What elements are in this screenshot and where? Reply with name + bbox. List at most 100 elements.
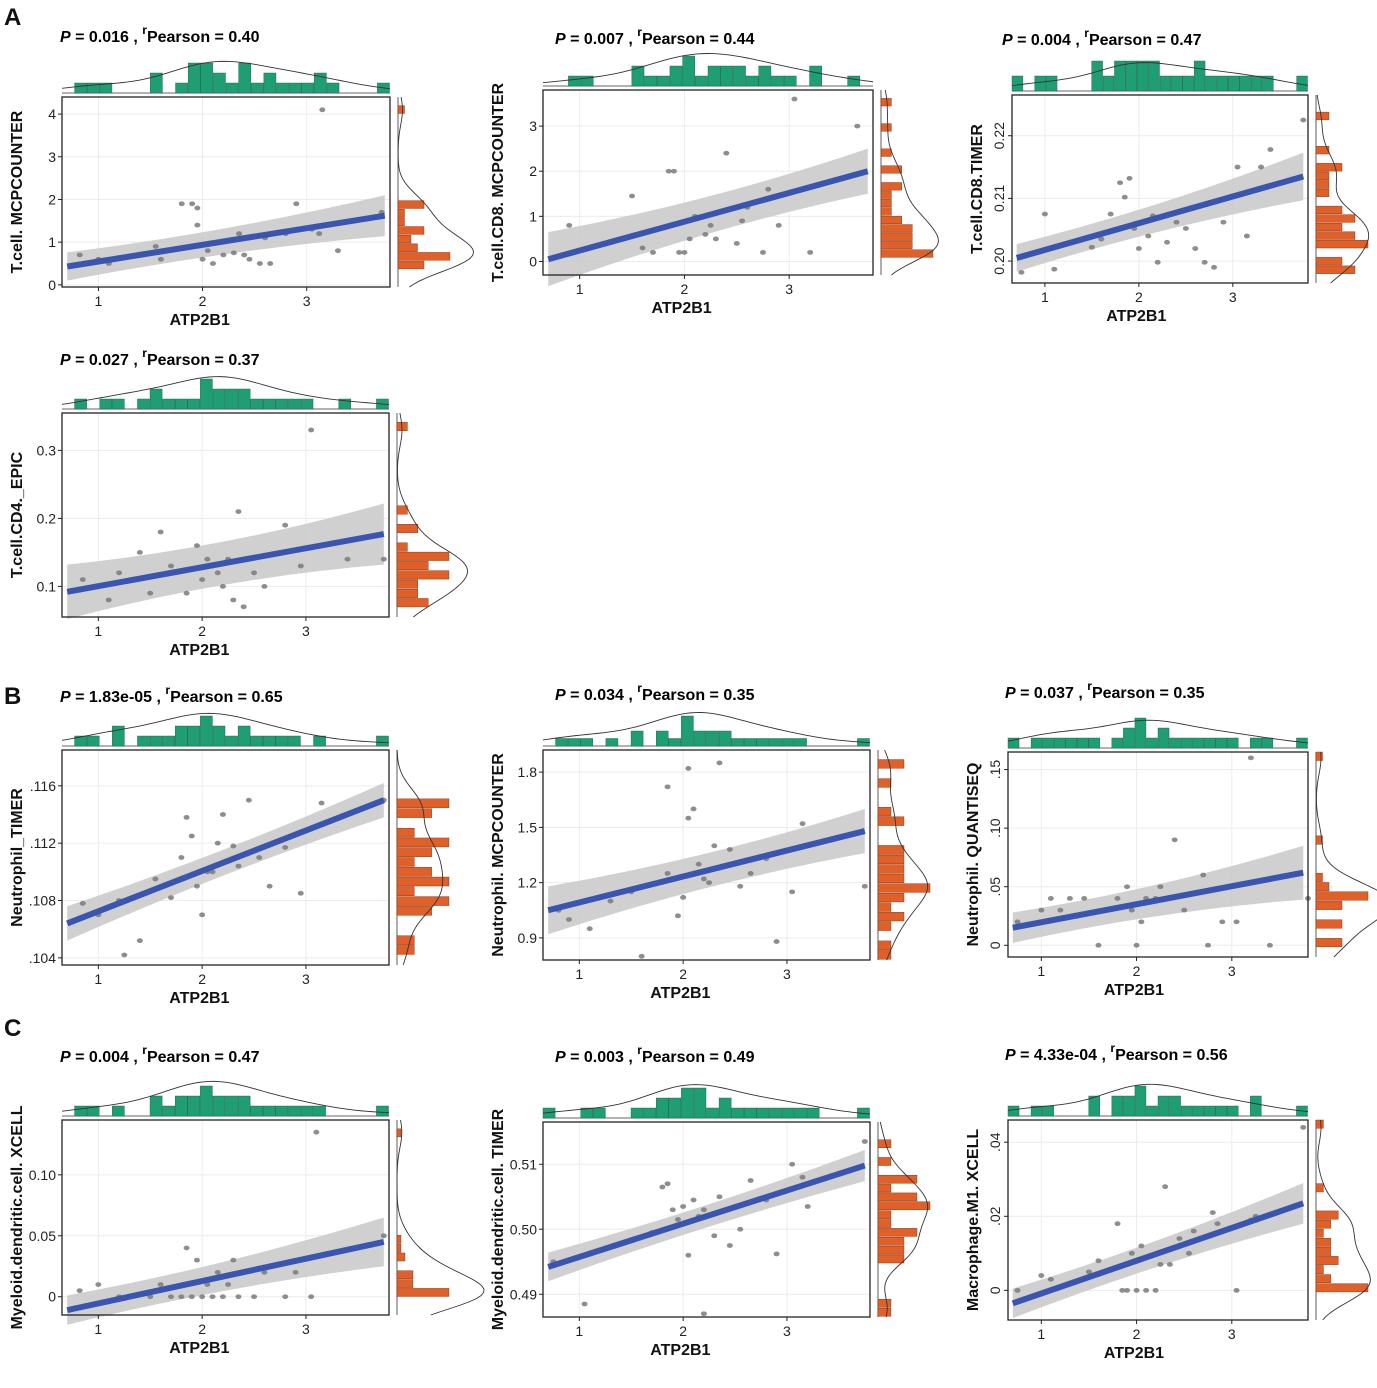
top-hist-bar — [630, 1107, 644, 1119]
data-point — [235, 1294, 242, 1300]
top-hist-bar — [681, 1087, 694, 1119]
right-hist-bar — [1315, 1219, 1332, 1229]
y-tick-label: 2 — [48, 191, 56, 207]
top-hist-bar — [74, 735, 87, 747]
data-point — [791, 96, 798, 102]
top-hist-bar — [693, 1087, 707, 1119]
right-hist-bar — [1315, 938, 1343, 948]
scatter-plot-7: P = 0.037 , rPearson = 0.35 1 2 3 0 .05 .10 .15… — [965, 679, 1377, 999]
data-point — [1095, 1258, 1102, 1264]
right-hist-bar — [1315, 1210, 1339, 1220]
top-hist-bar — [1192, 737, 1204, 749]
data-point — [1258, 164, 1265, 170]
right-hist-bar — [877, 1219, 892, 1228]
top-hist-bar — [1137, 60, 1149, 92]
top-hist-bar — [1030, 737, 1043, 749]
top-hist-bar — [313, 1105, 326, 1117]
right-hist-bar — [877, 759, 905, 769]
right-hist-bar — [1315, 751, 1323, 761]
right-hist-bar — [1315, 240, 1369, 249]
right-hist-bar — [880, 249, 934, 258]
top-hist-bar — [86, 1105, 100, 1117]
top-hist-bar — [1180, 737, 1193, 749]
data-point — [183, 814, 190, 820]
data-point — [1181, 907, 1188, 913]
top-hist-bar — [1042, 1105, 1054, 1117]
x-tick-label: 3 — [303, 293, 311, 309]
data-point — [157, 529, 164, 535]
top-hist-bar — [720, 65, 734, 87]
top-hist-bar — [568, 75, 581, 87]
top-hist-bar — [809, 65, 822, 87]
right-hist-bar — [397, 226, 425, 235]
top-hist-bar — [99, 398, 113, 410]
top-hist-bar — [225, 388, 238, 410]
data-point — [711, 1233, 718, 1239]
data-point — [219, 1294, 226, 1300]
y-tick-label: .02 — [987, 1206, 1003, 1226]
top-hist-bar — [174, 725, 188, 747]
data-point — [334, 248, 341, 254]
top-hist-bar — [162, 1105, 175, 1117]
y-tick-label: 0.51 — [510, 1156, 537, 1172]
top-hist-bar — [275, 735, 289, 747]
right-hist-bar — [396, 542, 408, 552]
right-hist-bar — [1315, 900, 1343, 910]
plot-frame — [1007, 751, 1309, 958]
data-point — [685, 1252, 692, 1258]
y-tick-label: 4 — [48, 106, 56, 122]
x-tick-label: 1 — [94, 1321, 102, 1337]
data-point — [282, 845, 289, 850]
right-hist-bar — [880, 215, 902, 224]
data-point — [680, 894, 687, 900]
data-point — [1209, 1210, 1216, 1215]
confidence-band — [67, 195, 385, 281]
top-hist-bar — [555, 738, 568, 747]
data-point — [676, 250, 683, 255]
data-point — [685, 815, 692, 821]
top-hist-bar — [1216, 75, 1229, 92]
top-hist-bar — [314, 72, 327, 94]
plot-frame — [61, 412, 390, 618]
data-point — [760, 250, 766, 255]
right-hist-bar — [880, 241, 913, 250]
data-point — [220, 252, 227, 258]
top-hist-bar — [187, 398, 201, 410]
top-hist-bar — [149, 735, 163, 747]
x-tick-label: 1 — [1041, 289, 1049, 305]
plot-frame — [542, 749, 871, 961]
data-point — [1098, 236, 1105, 242]
y-tick-label: .108 — [29, 893, 56, 909]
x-tick-label: 3 — [1229, 289, 1237, 305]
data-point — [565, 917, 572, 922]
top-hist-bar — [74, 1105, 87, 1117]
stat-title: P = 0.007 , rPearson = 0.44 — [555, 25, 755, 48]
top-hist-bar — [1182, 75, 1194, 92]
top-hist-bar — [630, 730, 644, 747]
data-point — [1119, 1287, 1126, 1293]
data-point — [639, 245, 646, 251]
panel-letter-b: B — [4, 683, 22, 710]
data-point — [1121, 194, 1128, 200]
right-hist-bar — [877, 1228, 918, 1237]
right-hist-bar — [396, 561, 429, 571]
x-tick-label: 3 — [302, 1321, 310, 1337]
x-axis-title: ATP2B1 — [650, 1342, 710, 1359]
right-hist-bar — [396, 1128, 402, 1138]
top-hist-bar — [187, 62, 201, 94]
data-point — [157, 1282, 164, 1287]
right-hist-bar — [1315, 222, 1343, 232]
data-point — [1157, 884, 1164, 890]
top-hist-bar — [275, 1105, 289, 1117]
right-hist-bar — [877, 864, 905, 874]
right-hist-bar — [1315, 891, 1369, 901]
data-point — [230, 250, 237, 256]
y-tick-label: 0.05 — [29, 1228, 56, 1244]
data-point — [1051, 266, 1058, 272]
y-tick-label: 0.20 — [991, 247, 1007, 274]
top-density-curve — [542, 53, 874, 84]
top-hist-bar — [237, 1095, 251, 1117]
data-point — [136, 550, 143, 555]
right-density-curve — [1317, 1119, 1371, 1321]
